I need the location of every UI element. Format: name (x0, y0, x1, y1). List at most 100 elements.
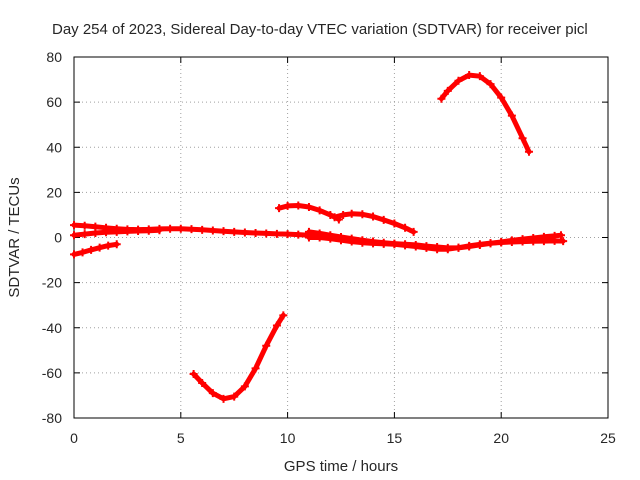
data-point (518, 237, 527, 246)
data-point (347, 209, 356, 218)
data-point (330, 213, 339, 222)
data-point (104, 241, 113, 250)
data-point (454, 76, 463, 85)
data-point (422, 243, 431, 252)
data-point (557, 231, 566, 240)
y-tick-label: 60 (46, 94, 62, 110)
grid-lines (74, 57, 608, 418)
data-point (219, 394, 228, 403)
data-point (465, 71, 474, 80)
data-point (230, 227, 239, 236)
data-point (369, 239, 378, 248)
data-point (112, 240, 121, 249)
axis-ticks: 0 5 10 15 20 25 -80 -60 -40 -20 0 20 40 60 80 (42, 49, 616, 446)
data-point (240, 228, 249, 237)
y-tick-label: 0 (54, 230, 62, 246)
data-point (507, 111, 516, 120)
data-point (262, 229, 271, 238)
y-tick-label: 20 (46, 184, 62, 200)
data-point (230, 392, 239, 401)
data-point (80, 230, 89, 239)
data-point (208, 389, 217, 398)
data-point (219, 227, 228, 236)
data-point (358, 238, 367, 247)
data-point (475, 72, 484, 81)
y-tick-label: 80 (46, 49, 62, 65)
y-tick-label: 40 (46, 139, 62, 155)
data-point (411, 242, 420, 251)
data-point (409, 227, 418, 236)
data-point (294, 201, 303, 210)
data-point (176, 224, 185, 233)
data-point (390, 240, 399, 249)
data-point (166, 224, 175, 233)
data-point (294, 230, 303, 239)
data-point (251, 364, 260, 373)
data-point (189, 370, 198, 379)
data-point (339, 210, 348, 219)
data-point (518, 134, 527, 143)
data-point (539, 237, 548, 246)
data-point (279, 311, 288, 320)
data-point (326, 210, 335, 219)
data-point (550, 236, 559, 245)
x-tick-label: 15 (387, 430, 403, 446)
y-tick-label: -40 (42, 320, 62, 336)
x-axis-label: GPS time / hours (284, 458, 398, 475)
data-point (524, 147, 533, 156)
data-point (70, 231, 78, 240)
data-point (529, 237, 538, 246)
chart-title: Day 254 of 2023, Sidereal Day-to-day VTE… (52, 21, 588, 38)
data-point (304, 203, 313, 212)
data-point (437, 94, 446, 103)
data-point (326, 234, 335, 243)
data-point (91, 228, 100, 237)
y-tick-label: -20 (42, 275, 62, 291)
series-arc-9 (191, 312, 286, 402)
data-point (401, 223, 410, 232)
data-point (70, 221, 78, 230)
data-point (379, 215, 388, 224)
data-point (208, 226, 217, 235)
series-arc-7 (306, 235, 566, 252)
data-point (401, 241, 410, 250)
data-point (379, 239, 388, 248)
x-tick-label: 20 (493, 430, 509, 446)
data-point (507, 238, 516, 247)
x-tick-label: 0 (70, 430, 78, 446)
data-point (251, 228, 260, 237)
data-point (134, 226, 143, 235)
data-point (87, 245, 96, 254)
data-point (443, 86, 452, 95)
data-point (144, 226, 153, 235)
data-point (262, 341, 271, 350)
data-point (315, 233, 324, 242)
series-arc-8 (438, 72, 532, 155)
data-point (559, 237, 568, 246)
data-point (283, 230, 292, 239)
data-series (70, 71, 568, 403)
data-point (187, 225, 196, 234)
data-point (443, 245, 452, 254)
data-point (112, 227, 121, 236)
data-point (454, 243, 463, 252)
data-point (390, 219, 399, 228)
y-axis-label: SDTVAR / TECUs (6, 177, 23, 297)
data-point (433, 245, 442, 254)
data-point (315, 206, 324, 215)
y-tick-label: -60 (42, 365, 62, 381)
data-point (80, 221, 89, 230)
data-point (304, 233, 313, 242)
data-point (240, 382, 249, 391)
data-point (155, 226, 164, 235)
data-point (347, 237, 356, 246)
data-point (465, 241, 474, 250)
data-point (102, 228, 111, 237)
data-point (358, 210, 367, 219)
data-point (70, 250, 78, 259)
data-point (486, 80, 495, 89)
data-point (78, 248, 87, 257)
data-point (369, 212, 378, 221)
x-tick-label: 5 (177, 430, 185, 446)
